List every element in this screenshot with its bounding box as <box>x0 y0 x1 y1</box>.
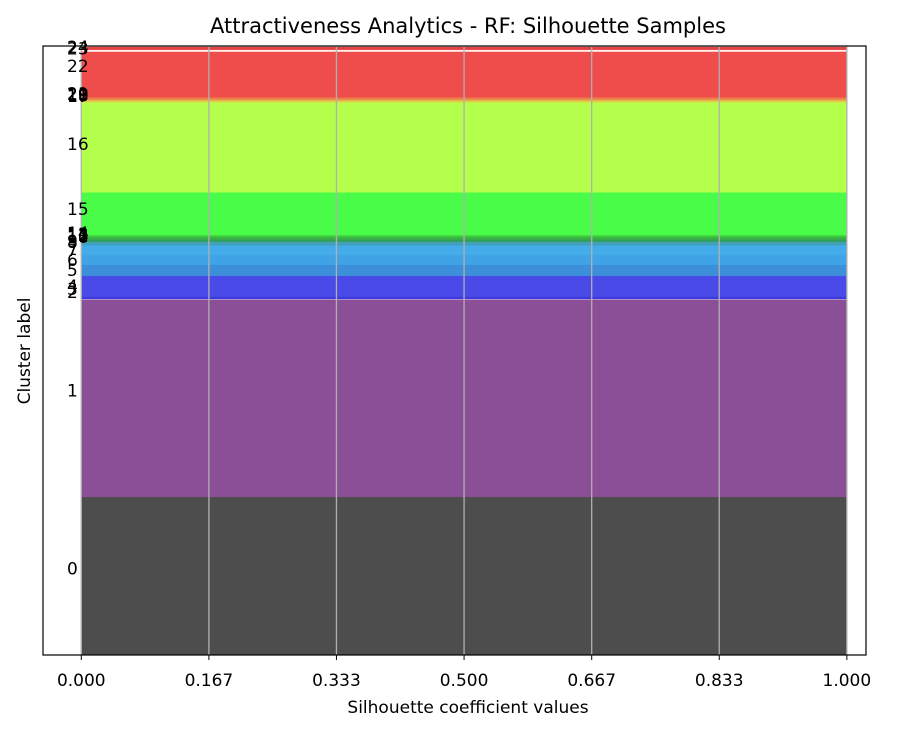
cluster-label-6: 6 <box>67 251 78 271</box>
x-tick-label-0: 0.000 <box>57 671 106 691</box>
cluster-label-1: 1 <box>67 382 78 402</box>
cluster-label-8: 8 <box>67 233 78 253</box>
cluster-label-14: 14 <box>67 224 89 244</box>
cluster-label-22: 22 <box>67 57 89 77</box>
x-axis-ticks: 0.000 0.167 0.333 0.500 0.667 0.833 1.000 <box>57 655 871 691</box>
cluster-label-11: 11 <box>67 227 89 247</box>
cluster-label-5: 5 <box>67 261 78 281</box>
x-tick-label-3: 0.500 <box>440 671 489 691</box>
cluster-label-21: 21 <box>67 85 89 105</box>
cluster-label-19: 19 <box>67 86 89 106</box>
cluster-label-24: 24 <box>67 38 89 58</box>
x-tick-label-1: 0.167 <box>185 671 234 691</box>
cluster-label-4: 4 <box>67 277 78 297</box>
cluster-label-10: 10 <box>67 228 89 248</box>
x-tick-label-2: 0.333 <box>312 671 361 691</box>
cluster-label-2: 2 <box>67 283 78 303</box>
cluster-label-0: 0 <box>67 560 78 580</box>
cluster-label-7: 7 <box>67 241 78 261</box>
cluster-label-17: 17 <box>67 87 89 107</box>
cluster-label-9: 9 <box>67 232 78 252</box>
chart-title: Attractiveness Analytics - RF: Silhouett… <box>210 14 726 38</box>
cluster-label-15: 15 <box>67 200 89 220</box>
cluster-label-23: 23 <box>67 39 89 59</box>
cluster-label-3: 3 <box>67 280 78 300</box>
cluster-label-12: 12 <box>67 226 89 246</box>
x-tick-label-6: 1.000 <box>823 671 872 691</box>
gridlines <box>80 46 848 655</box>
cluster-label-13: 13 <box>67 225 89 245</box>
x-tick-label-5: 0.833 <box>695 671 744 691</box>
cluster-label-16: 16 <box>67 135 89 155</box>
plot-frame <box>42 45 867 656</box>
x-tick-label-4: 0.667 <box>567 671 616 691</box>
cluster-label-18: 18 <box>67 86 89 106</box>
y-axis-label: Cluster label <box>15 298 35 405</box>
cluster-label-20: 20 <box>67 85 89 105</box>
x-axis-label: Silhouette coefficient values <box>347 698 588 718</box>
